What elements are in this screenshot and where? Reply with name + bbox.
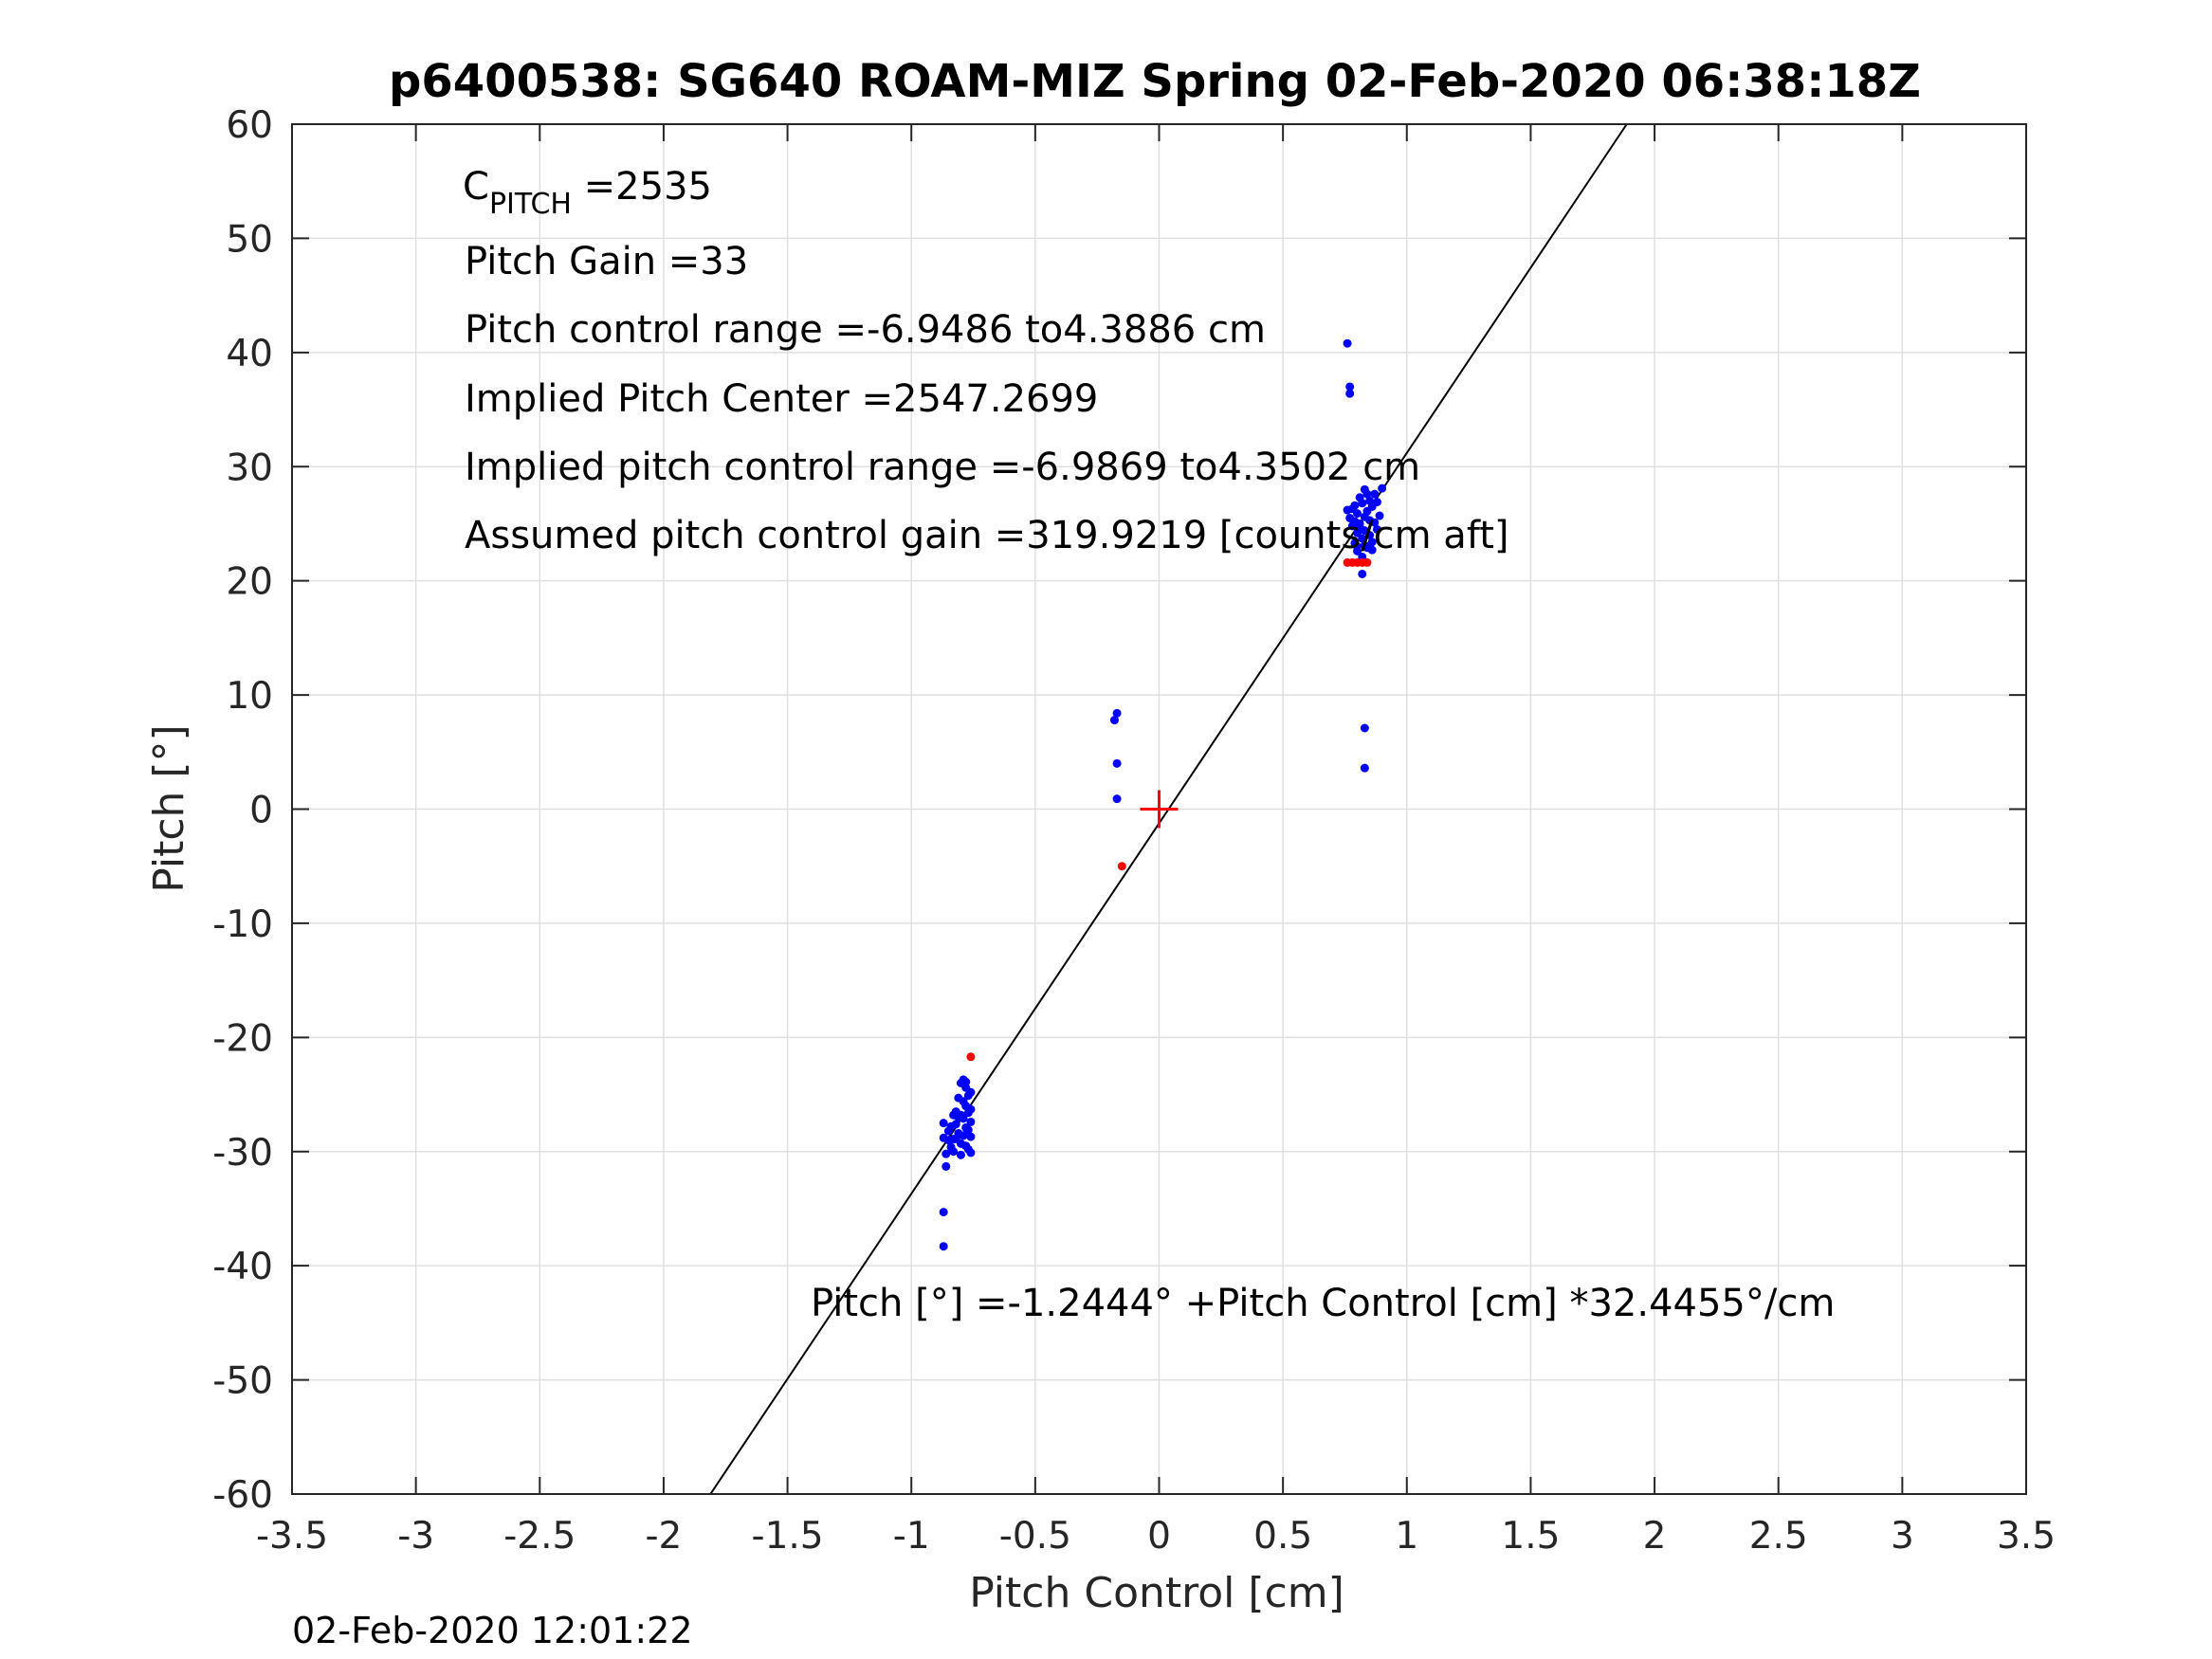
center-marker bbox=[1140, 790, 1179, 829]
x-tick-label: 0 bbox=[1147, 1515, 1171, 1558]
data-point bbox=[1355, 522, 1364, 532]
data-point bbox=[949, 1110, 959, 1120]
x-tick-label: -1.5 bbox=[752, 1515, 824, 1558]
data-point bbox=[939, 1208, 948, 1217]
y-tick-label: -60 bbox=[212, 1474, 273, 1517]
data-point bbox=[1375, 511, 1384, 520]
data-points bbox=[939, 338, 1387, 1251]
data-point bbox=[1367, 545, 1377, 555]
annotation-implied-center: Implied Pitch Center =2547.2699 bbox=[465, 377, 1098, 421]
data-point bbox=[966, 1104, 976, 1114]
y-tick-label: -40 bbox=[212, 1246, 273, 1288]
data-point bbox=[1360, 763, 1369, 773]
data-point bbox=[1378, 483, 1387, 493]
footer-timestamp: 02-Feb-2020 12:01:22 bbox=[292, 1610, 693, 1651]
y-tick-label: 40 bbox=[226, 333, 273, 375]
data-point bbox=[939, 1242, 948, 1251]
y-tick-label: 30 bbox=[226, 447, 273, 489]
y-tick-label: -30 bbox=[212, 1132, 273, 1175]
data-point bbox=[1372, 498, 1381, 507]
x-tick-label: 1 bbox=[1395, 1515, 1418, 1558]
plot-frame bbox=[291, 123, 2027, 1495]
data-point bbox=[1370, 489, 1380, 499]
x-tick-label: -2.5 bbox=[503, 1515, 576, 1558]
data-point bbox=[966, 1117, 976, 1126]
data-point bbox=[1117, 862, 1126, 871]
x-tick-label: 0.5 bbox=[1253, 1515, 1312, 1558]
x-axis-label: Pitch Control [cm] bbox=[969, 1569, 1344, 1617]
data-point bbox=[941, 1161, 951, 1171]
annotation-c-pitch: CPITCH =2535 bbox=[463, 165, 712, 221]
y-tick-label: 10 bbox=[226, 675, 273, 718]
y-tick-label: 60 bbox=[226, 104, 273, 147]
data-point bbox=[959, 1131, 968, 1140]
y-tick-labels: -60 -50 -40 -30 -20 -10 0 10 20 30 40 50 60 bbox=[212, 104, 273, 1517]
x-tick-label: -3.5 bbox=[256, 1515, 328, 1558]
data-point bbox=[1358, 499, 1367, 508]
data-point bbox=[1360, 540, 1369, 550]
y-tick-label: -20 bbox=[212, 1017, 273, 1060]
data-point bbox=[943, 1126, 953, 1136]
data-point bbox=[966, 1132, 976, 1141]
y-axis-label: Pitch [°] bbox=[145, 724, 193, 892]
data-point bbox=[1109, 716, 1119, 725]
data-point bbox=[1353, 542, 1362, 552]
x-tick-label: -3 bbox=[397, 1515, 434, 1558]
x-tick-label: 2 bbox=[1643, 1515, 1667, 1558]
data-point bbox=[1362, 557, 1372, 567]
data-point bbox=[946, 1142, 956, 1152]
data-point bbox=[1370, 518, 1380, 527]
annotation-pitch-gain: Pitch Gain =33 bbox=[465, 240, 748, 283]
x-tick-label: 1.5 bbox=[1501, 1515, 1560, 1558]
data-point bbox=[966, 1148, 976, 1158]
x-tick-label: 3 bbox=[1891, 1515, 1914, 1558]
data-point bbox=[1343, 338, 1352, 348]
annotation-pitch-control-range: Pitch control range =-6.9486 to4.3886 cm bbox=[465, 308, 1266, 352]
data-point bbox=[956, 1150, 965, 1159]
x-tick-label: -2 bbox=[645, 1515, 682, 1558]
x-tick-label: -0.5 bbox=[999, 1515, 1071, 1558]
y-tick-label: 0 bbox=[249, 790, 273, 832]
annotation-fit-equation: Pitch [°] =-1.2444° +Pitch Control [cm] … bbox=[811, 1282, 1835, 1325]
data-point bbox=[961, 1077, 971, 1086]
chart-title: p6400538: SG640 ROAM-MIZ Spring 02-Feb-2… bbox=[389, 55, 1921, 108]
data-point bbox=[1358, 534, 1367, 543]
y-tick-label: 50 bbox=[226, 218, 273, 261]
data-point bbox=[1365, 496, 1375, 505]
data-point bbox=[966, 1052, 976, 1062]
data-point bbox=[941, 1149, 951, 1158]
data-point bbox=[939, 1119, 948, 1128]
annotation-assumed-gain: Assumed pitch control gain =319.9219 [co… bbox=[465, 514, 1508, 557]
data-point bbox=[966, 1087, 976, 1097]
data-point bbox=[1367, 538, 1377, 547]
data-point bbox=[1358, 569, 1367, 578]
data-point bbox=[1350, 517, 1360, 526]
data-point bbox=[963, 1125, 973, 1135]
y-tick-label: -50 bbox=[212, 1360, 273, 1403]
data-point bbox=[1112, 758, 1122, 768]
data-point bbox=[1112, 794, 1122, 804]
x-tick-labels: -3.5 -3 -2.5 -2 -1.5 -1 -0.5 0 0.5 1 1.5 2 2.5 3 3.5 bbox=[256, 1515, 2056, 1558]
x-tick-label: 3.5 bbox=[1997, 1515, 2056, 1558]
data-point bbox=[1365, 531, 1375, 539]
data-point bbox=[1360, 723, 1369, 733]
data-point bbox=[1345, 389, 1355, 398]
y-tick-label: 20 bbox=[226, 561, 273, 604]
data-point bbox=[951, 1135, 960, 1144]
y-tick-label: -10 bbox=[212, 903, 273, 946]
x-tick-label: -1 bbox=[893, 1515, 930, 1558]
data-point bbox=[1112, 708, 1122, 718]
data-point bbox=[1372, 524, 1381, 534]
x-tick-label: 2.5 bbox=[1749, 1515, 1808, 1558]
data-point bbox=[1362, 489, 1372, 499]
data-point bbox=[1347, 504, 1357, 514]
data-point bbox=[1345, 382, 1355, 392]
data-point bbox=[951, 1120, 960, 1129]
annotation-implied-range: Implied pitch control range =-6.9869 to4… bbox=[465, 446, 1420, 489]
